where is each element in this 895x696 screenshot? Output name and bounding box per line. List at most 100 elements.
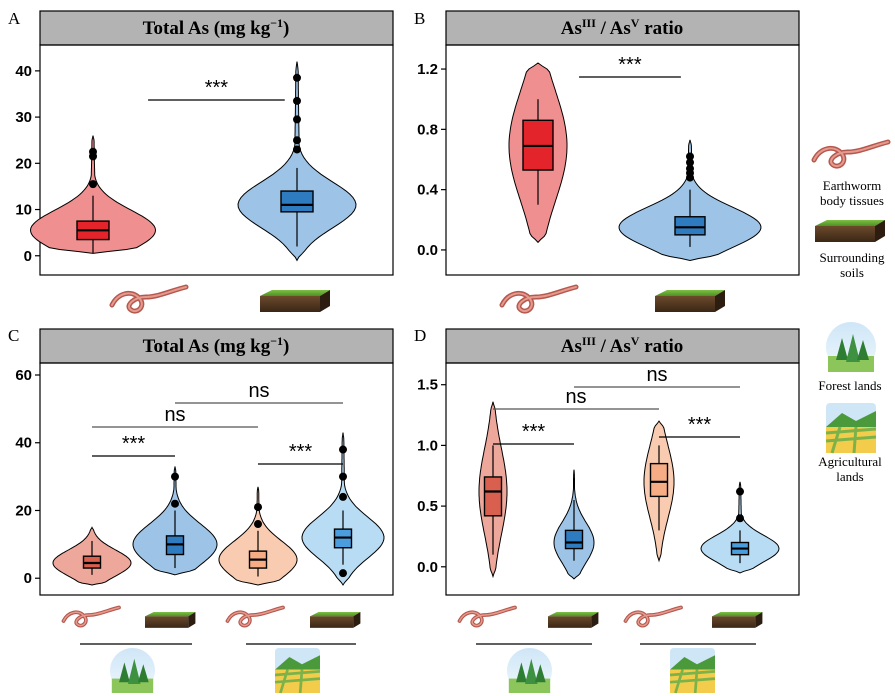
soil-icon	[145, 612, 196, 628]
panel-b-plot: 0.0 0.4 0.8 1.2 ***	[417, 54, 762, 262]
outlier-point	[254, 503, 262, 512]
legend-forest-label: Forest lands	[818, 378, 881, 393]
forest-icon	[507, 648, 552, 693]
significance-label: ***	[618, 54, 642, 76]
y-tick-label: 1.5	[417, 377, 438, 394]
significance-label: ns	[565, 386, 586, 408]
panel-c-frame	[39, 362, 394, 596]
y-tick-label: 20	[15, 502, 32, 519]
significance-label: ns	[248, 380, 269, 402]
outlier-point	[293, 73, 301, 82]
y-tick-label: 0.5	[417, 498, 438, 515]
y-tick-label: 30	[15, 109, 32, 126]
significance-label: ***	[205, 77, 229, 99]
significance-label: ***	[289, 441, 313, 463]
panel-label-b: B	[414, 9, 425, 28]
strip-c	[39, 328, 394, 364]
worm-icon	[502, 287, 576, 311]
outlier-point	[339, 445, 347, 454]
significance-label: ***	[688, 414, 712, 436]
agri-icon	[668, 646, 717, 695]
outlier-point	[736, 487, 744, 496]
worm-icon	[623, 605, 683, 628]
box	[483, 476, 503, 517]
legend-agri-label: Agricultural lands	[818, 454, 882, 484]
box	[649, 462, 669, 498]
significance-label: ns	[164, 404, 185, 426]
outlier-point	[736, 514, 744, 523]
box	[674, 216, 706, 236]
legend-earthworm-label: Earthworm body tissues	[820, 178, 884, 208]
outlier-point	[89, 180, 97, 189]
panel-a-frame	[39, 44, 394, 276]
y-tick-label: 0.0	[417, 559, 438, 576]
panel-c-plot: 0 20 40 60 *** *** ns ns	[15, 367, 385, 587]
y-tick-label: 10	[15, 202, 32, 219]
y-tick-label: 0.0	[417, 242, 438, 259]
y-tick-label: 40	[15, 435, 32, 452]
outlier-point	[293, 145, 301, 154]
outlier-point	[89, 147, 97, 156]
strip-a	[39, 10, 394, 46]
legend-agri-icon	[824, 401, 878, 455]
significance-label: ns	[646, 364, 667, 386]
soil-icon	[260, 290, 330, 312]
y-tick-label: 60	[15, 367, 32, 384]
y-tick-label: 0	[24, 570, 32, 587]
outlier-point	[686, 164, 694, 173]
worm-icon	[457, 605, 517, 628]
panel-label-a: A	[8, 9, 21, 28]
worm-icon	[61, 605, 121, 628]
panel-d-plot: 0.0 0.5 1.0 1.5 *** *** ns ns	[417, 364, 780, 580]
outlier-point	[254, 520, 262, 529]
outlier-point	[686, 152, 694, 161]
outlier-point	[339, 569, 347, 578]
strip-d-title: AsIII / AsV ratio	[561, 334, 683, 357]
agri-icon	[273, 646, 322, 695]
worm-icon	[112, 287, 186, 311]
legend-soil-icon	[815, 220, 885, 242]
outlier-point	[339, 492, 347, 501]
box	[280, 190, 314, 213]
significance-label: ***	[522, 421, 546, 443]
outlier-point	[293, 96, 301, 105]
strip-b	[445, 10, 800, 46]
outlier-point	[339, 472, 347, 481]
y-tick-label: 40	[15, 63, 32, 80]
forest-icon	[110, 648, 155, 693]
panel-a-plot: 0 10 20 30 40 ***	[15, 61, 357, 265]
panel-b-frame	[445, 44, 800, 276]
strip-a-title: Total As (mg kg−1)	[143, 16, 290, 39]
y-tick-label: 1.2	[417, 61, 438, 78]
box	[564, 529, 584, 550]
legend-forest-icon	[826, 322, 876, 372]
outlier-point	[171, 499, 179, 508]
outlier-point	[293, 115, 301, 124]
outlier-point	[171, 472, 179, 481]
legend-worm-icon	[814, 142, 888, 166]
worm-icon	[225, 605, 285, 628]
outlier-point	[293, 136, 301, 145]
y-tick-label: 0.8	[417, 121, 438, 138]
panel-label-d: D	[414, 326, 426, 345]
soil-icon	[548, 612, 599, 628]
violin	[700, 481, 780, 574]
y-tick-label: 20	[15, 155, 32, 172]
panel-label-c: C	[8, 326, 19, 345]
strip-b-title: AsIII / AsV ratio	[561, 16, 683, 39]
strip-d	[445, 328, 800, 364]
violin	[237, 61, 357, 262]
y-tick-label: 0.4	[417, 182, 439, 199]
significance-label: ***	[122, 433, 146, 455]
y-tick-label: 1.0	[417, 437, 438, 454]
panel-d-frame	[445, 362, 800, 596]
violin	[301, 432, 385, 586]
outlier-point	[686, 158, 694, 167]
soil-icon	[655, 290, 725, 312]
soil-icon	[712, 612, 763, 628]
soil-icon	[310, 612, 361, 628]
violin	[29, 135, 157, 254]
legend-soil-label: Surrounding soils	[820, 250, 886, 280]
y-tick-label: 0	[24, 248, 32, 265]
